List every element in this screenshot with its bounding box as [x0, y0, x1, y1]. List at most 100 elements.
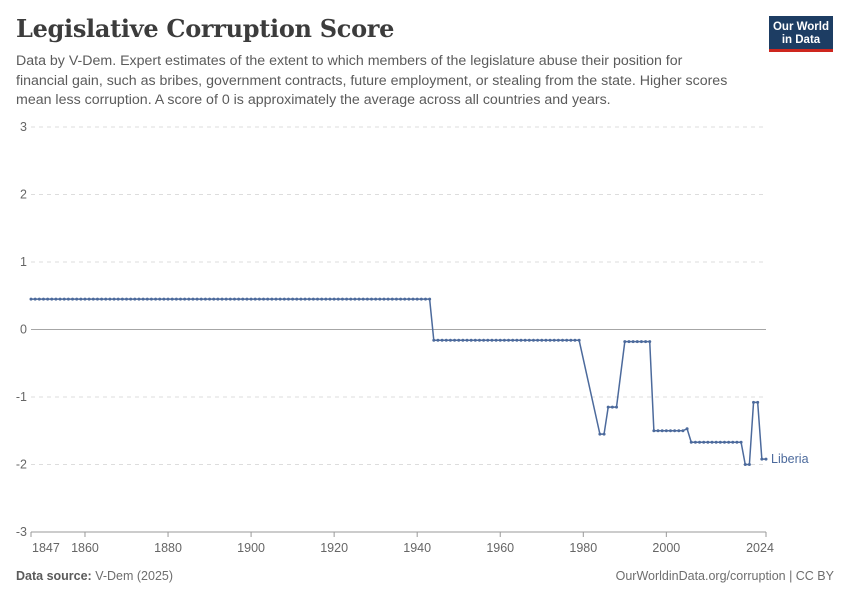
data-point: [29, 297, 33, 301]
data-point: [515, 338, 519, 342]
data-point: [291, 297, 295, 301]
data-point: [245, 297, 249, 301]
data-point: [270, 297, 274, 301]
data-point: [262, 297, 266, 301]
data-point: [498, 338, 502, 342]
data-point: [125, 297, 129, 301]
chart-title: Legislative Corruption Score: [16, 14, 395, 43]
chart-subtitle: Data by V-Dem. Expert estimates of the e…: [16, 53, 728, 108]
data-point: [66, 297, 70, 301]
data-point: [58, 297, 62, 301]
data-point: [527, 338, 531, 342]
data-point: [548, 338, 552, 342]
data-point: [286, 297, 290, 301]
data-point: [764, 457, 768, 461]
data-point: [477, 338, 481, 342]
data-point: [386, 297, 390, 301]
data-point: [299, 297, 303, 301]
data-point: [577, 338, 581, 342]
data-point: [41, 297, 45, 301]
data-point: [33, 297, 37, 301]
data-point: [440, 338, 444, 342]
data-point: [444, 338, 448, 342]
data-point: [104, 297, 108, 301]
data-point: [340, 297, 344, 301]
data-point: [469, 338, 473, 342]
data-point: [37, 297, 41, 301]
y-tick-label: 2: [20, 188, 27, 202]
data-point: [237, 297, 241, 301]
data-point: [120, 297, 124, 301]
data-point: [448, 338, 452, 342]
data-point: [544, 338, 548, 342]
data-point: [253, 297, 257, 301]
x-tick-label: 1980: [569, 541, 597, 555]
y-tick-label: 3: [20, 120, 27, 134]
data-point: [399, 297, 403, 301]
data-source-value[interactable]: V-Dem (2025): [95, 569, 174, 583]
data-point: [62, 297, 66, 301]
data-point: [756, 400, 760, 404]
series-label: Liberia: [771, 452, 809, 466]
data-point: [752, 400, 756, 404]
data-point: [677, 429, 681, 433]
data-point: [540, 338, 544, 342]
data-point: [370, 297, 374, 301]
data-point: [178, 297, 182, 301]
data-point: [702, 440, 706, 444]
data-point: [112, 297, 116, 301]
data-point: [365, 297, 369, 301]
data-point: [453, 338, 457, 342]
data-point: [199, 297, 203, 301]
data-point: [428, 297, 432, 301]
y-tick-label: -1: [16, 390, 27, 404]
y-tick-label: -3: [16, 525, 27, 539]
data-point: [664, 429, 668, 433]
data-point: [174, 297, 178, 301]
data-point: [681, 429, 685, 433]
data-point: [166, 297, 170, 301]
data-point: [195, 297, 199, 301]
data-point: [573, 338, 577, 342]
data-point: [502, 338, 506, 342]
data-point: [332, 297, 336, 301]
x-tick-label: 2024: [746, 541, 774, 555]
data-point: [116, 297, 120, 301]
data-point: [565, 338, 569, 342]
data-point: [693, 440, 697, 444]
y-tick-label: -2: [16, 458, 27, 472]
footer-link[interactable]: OurWorldinData.org/corruption | CC BY: [615, 569, 834, 583]
data-point: [639, 340, 643, 344]
owid-logo[interactable]: Our World in Data: [769, 16, 833, 52]
data-point: [137, 297, 141, 301]
data-point: [216, 297, 220, 301]
data-point: [706, 440, 710, 444]
data-point: [615, 405, 619, 409]
data-point: [320, 297, 324, 301]
data-point: [710, 440, 714, 444]
data-point: [394, 297, 398, 301]
data-point: [133, 297, 137, 301]
x-tick-label: 1900: [237, 541, 265, 555]
data-point: [652, 429, 656, 433]
data-point: [668, 429, 672, 433]
x-tick-label: 1920: [320, 541, 348, 555]
data-point: [100, 297, 104, 301]
data-point: [602, 432, 606, 436]
data-point: [316, 297, 320, 301]
data-point: [303, 297, 307, 301]
data-point: [208, 297, 212, 301]
data-point: [718, 440, 722, 444]
data-point: [760, 457, 764, 461]
data-point: [457, 338, 461, 342]
data-point: [87, 297, 91, 301]
data-point: [432, 338, 436, 342]
data-point: [731, 440, 735, 444]
y-tick-label: 0: [20, 323, 27, 337]
data-point: [149, 297, 153, 301]
data-point: [436, 338, 440, 342]
data-point: [257, 297, 261, 301]
data-point: [461, 338, 465, 342]
data-point: [328, 297, 332, 301]
data-point: [91, 297, 95, 301]
